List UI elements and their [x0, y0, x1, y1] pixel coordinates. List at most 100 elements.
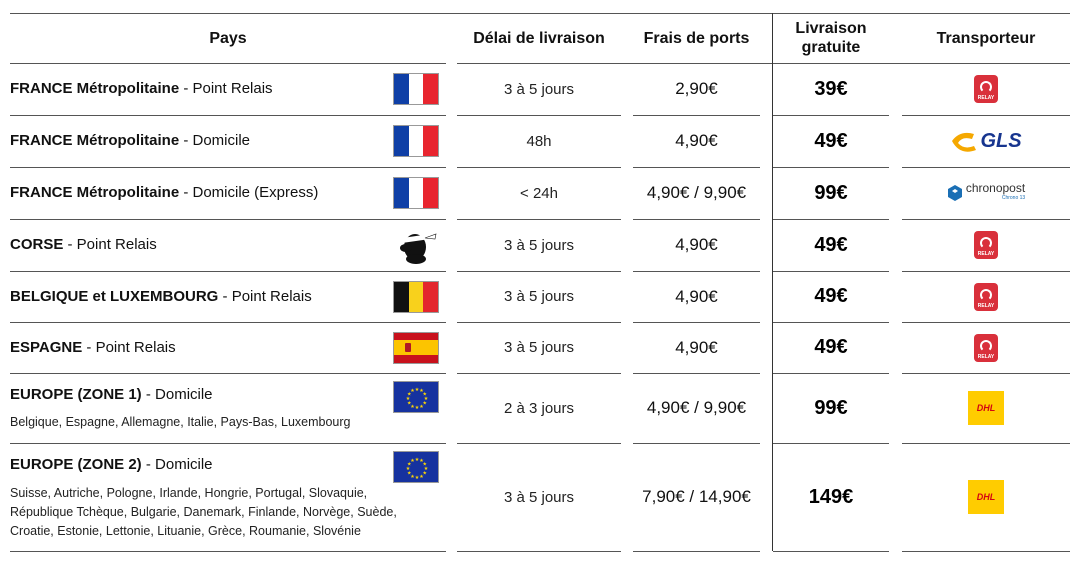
- country-list: Belgique, Espagne, Allemagne, Italie, Pa…: [10, 415, 351, 429]
- shipping-fees: 4,90€: [675, 235, 718, 254]
- row-divider: [10, 219, 446, 220]
- free-shipping-threshold: 99€: [814, 181, 848, 204]
- row-divider: [773, 551, 889, 552]
- row-divider: [457, 322, 621, 323]
- row-divider: [633, 271, 760, 272]
- svg-text:★: ★: [423, 462, 428, 468]
- row-divider: [902, 443, 1070, 444]
- svg-text:★: ★: [415, 475, 420, 481]
- header-livraison-line1: Livraison: [795, 20, 867, 37]
- header-delai: Délai de livraison: [473, 29, 605, 47]
- row-divider: [902, 373, 1070, 374]
- row-divider: [457, 219, 621, 220]
- table-top-border: [10, 13, 1070, 14]
- country-name: CORSE - Point Relais: [10, 236, 157, 253]
- row-divider: [457, 63, 1070, 64]
- belgium-flag: [393, 280, 439, 313]
- country-name-bold: EUROPE (ZONE 1): [10, 386, 142, 403]
- svg-text:★: ★: [419, 388, 424, 394]
- svg-text:★: ★: [419, 458, 424, 464]
- svg-text:★: ★: [407, 471, 412, 477]
- country-name: ESPAGNE - Point Relais: [10, 339, 176, 356]
- row-divider: [902, 322, 1070, 323]
- svg-text:★: ★: [423, 392, 428, 398]
- svg-text:★: ★: [424, 466, 429, 472]
- row-divider: [457, 115, 621, 116]
- carrier-label: DHL: [976, 403, 996, 413]
- row-divider: [633, 322, 760, 323]
- free-shipping-threshold: 49€: [814, 285, 848, 307]
- country-list-line: Croatie, Estonie, Lettonie, Lituanie, Gr…: [10, 524, 361, 538]
- row-divider: [457, 373, 621, 374]
- carrier-label: RELAY: [977, 251, 995, 257]
- shipping-fees: 4,90€: [675, 286, 718, 306]
- corsica-flag: [382, 225, 446, 265]
- svg-text:★: ★: [407, 401, 412, 407]
- country-name-rest: - Point Relais: [218, 287, 312, 305]
- dhl-logo: DHL: [902, 443, 1070, 551]
- shipping-fees: 4,90€: [675, 131, 718, 150]
- row-divider: [633, 551, 760, 552]
- country-name-rest: - Point Relais: [179, 80, 273, 97]
- row-divider: [773, 115, 889, 116]
- row-divider: [633, 373, 760, 374]
- mondial-relay-logo: RELAY: [902, 219, 1070, 271]
- row-divider: [457, 271, 621, 272]
- row-divider: [10, 167, 446, 168]
- carrier-label: GLS: [980, 129, 1022, 152]
- shipping-fees: 4,90€ / 9,90€: [646, 183, 747, 202]
- shipping-fees: 4,90€: [675, 337, 718, 357]
- country-name-bold: FRANCE Métropolitaine: [10, 184, 180, 201]
- svg-text:★: ★: [410, 388, 415, 394]
- row-divider: [633, 443, 760, 444]
- row-divider: [633, 115, 760, 116]
- svg-text:★: ★: [407, 462, 412, 468]
- row-divider: [10, 322, 446, 323]
- row-divider: [902, 167, 1070, 168]
- svg-text:★: ★: [410, 474, 415, 480]
- shipping-fees: 4,90€ / 9,90€: [646, 398, 747, 417]
- header-transporteur: Transporteur: [936, 29, 1036, 47]
- mondial-relay-logo: RELAY: [902, 271, 1070, 322]
- country-name-rest: - Point Relais: [82, 338, 176, 356]
- country-name: EUROPE (ZONE 2) - Domicile: [10, 456, 213, 473]
- svg-text:★: ★: [415, 457, 420, 463]
- row-divider: [902, 551, 1070, 552]
- svg-text:★: ★: [410, 458, 415, 464]
- row-divider: [773, 219, 889, 220]
- row-divider: [773, 167, 889, 168]
- country-name-bold: FRANCE Métropolitaine: [10, 80, 180, 97]
- chronopost-logo: chronopost Chrono 13: [902, 167, 1070, 219]
- row-divider: [10, 443, 446, 444]
- delivery-delay: 2 à 3 jours: [503, 399, 575, 417]
- country-name: EUROPE (ZONE 1) - Domicile: [10, 386, 213, 403]
- shipping-fees: 7,90€ / 14,90€: [642, 487, 751, 506]
- header-pays: Pays: [209, 29, 247, 47]
- country-name-rest: - Point Relais: [63, 236, 157, 253]
- country-name-bold: EUROPE (ZONE 2): [10, 456, 142, 473]
- country-name-rest: - Domicile: [141, 456, 213, 473]
- country-name-rest: - Domicile: [141, 386, 213, 403]
- svg-text:★: ★: [415, 387, 420, 393]
- country-list-line: Suisse, Autriche, Pologne, Irlande, Hong…: [10, 486, 368, 500]
- carrier-label: chronopost: [965, 181, 1026, 195]
- country-list-line: République Tchèque, Bulgarie, Danemark, …: [10, 505, 397, 519]
- svg-text:★: ★: [406, 466, 411, 472]
- country-name: FRANCE Métropolitaine - Point Relais: [10, 80, 273, 97]
- free-shipping-threshold: 49€: [814, 336, 848, 358]
- delivery-delay: 3 à 5 jours: [503, 339, 575, 356]
- spain-flag: [393, 331, 439, 364]
- row-divider: [902, 271, 1070, 272]
- free-shipping-threshold: 49€: [814, 233, 848, 256]
- carrier-label: RELAY: [977, 95, 995, 101]
- france-flag: [393, 177, 439, 209]
- row-divider: [10, 373, 446, 374]
- svg-text:★: ★: [424, 396, 429, 402]
- row-divider: [773, 373, 889, 374]
- header-livraison-line2: gratuite: [801, 39, 861, 56]
- country-name: FRANCE Métropolitaine - Domicile: [10, 132, 250, 149]
- carrier-label: RELAY: [977, 302, 995, 309]
- delivery-delay: 3 à 5 jours: [503, 80, 575, 98]
- shipping-fees: 2,90€: [675, 79, 718, 98]
- country-name-bold: ESPAGNE: [10, 338, 83, 356]
